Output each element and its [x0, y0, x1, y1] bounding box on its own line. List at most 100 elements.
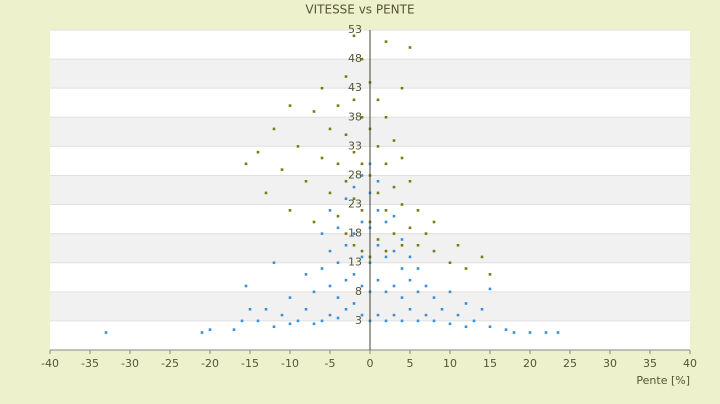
point — [416, 209, 420, 212]
point — [424, 284, 428, 288]
point — [472, 319, 476, 323]
x-tick-label: -5 — [325, 357, 336, 370]
point — [360, 255, 364, 259]
point — [352, 185, 356, 189]
point — [360, 115, 364, 119]
point — [288, 104, 292, 107]
point — [256, 319, 260, 323]
y-tick-label: 8 — [355, 285, 362, 298]
point — [488, 325, 492, 329]
point — [244, 284, 248, 288]
point — [336, 162, 340, 166]
point — [376, 238, 380, 241]
point — [392, 214, 396, 218]
point — [384, 290, 388, 294]
point — [408, 46, 412, 49]
point — [360, 284, 364, 288]
point — [360, 220, 364, 224]
point — [328, 191, 332, 195]
point — [200, 331, 204, 334]
point — [304, 273, 308, 276]
point — [352, 150, 356, 154]
point — [328, 249, 332, 253]
point — [272, 261, 276, 265]
y-tick-label: 53 — [348, 23, 362, 36]
point — [336, 261, 340, 265]
point — [328, 209, 332, 212]
point — [448, 261, 452, 265]
point — [392, 284, 396, 288]
point — [384, 249, 388, 253]
point — [320, 267, 324, 270]
point — [344, 278, 348, 282]
point — [408, 226, 412, 230]
point — [480, 255, 484, 259]
point — [456, 313, 460, 317]
x-tick-label: 5 — [407, 357, 414, 370]
point — [432, 319, 436, 323]
point — [400, 86, 404, 90]
point — [400, 238, 404, 241]
point — [360, 162, 364, 166]
point — [360, 313, 364, 317]
y-tick-label: 28 — [348, 168, 362, 181]
point — [244, 162, 248, 166]
x-tick-label: -40 — [41, 357, 59, 370]
point — [504, 328, 508, 331]
x-tick-label: -30 — [121, 357, 139, 370]
point — [360, 57, 364, 61]
point — [312, 290, 316, 294]
point — [328, 127, 332, 131]
point — [336, 214, 340, 218]
point — [296, 145, 300, 148]
point — [432, 249, 436, 253]
y-tick-label: 13 — [348, 256, 362, 269]
point — [352, 243, 356, 247]
point — [288, 322, 292, 326]
point — [376, 209, 380, 212]
y-tick-label: 3 — [355, 314, 362, 327]
point — [352, 34, 356, 38]
x-tick-label: 40 — [683, 357, 697, 370]
point — [232, 328, 236, 331]
point — [400, 243, 404, 247]
point — [272, 127, 276, 131]
point — [464, 267, 468, 270]
point — [280, 313, 284, 317]
x-tick-label: -15 — [241, 357, 259, 370]
point — [248, 307, 252, 311]
point — [336, 226, 340, 230]
y-tick-label: 33 — [348, 139, 362, 152]
point — [464, 302, 468, 305]
point — [328, 313, 332, 317]
point — [352, 273, 356, 276]
point — [384, 115, 388, 119]
point — [488, 287, 492, 291]
point — [312, 220, 316, 224]
point — [240, 319, 244, 323]
point — [360, 209, 364, 212]
point — [416, 290, 420, 294]
y-tick-label: 18 — [348, 227, 362, 240]
y-tick-label: 38 — [348, 110, 362, 123]
point — [448, 290, 452, 294]
point — [384, 209, 388, 212]
point — [272, 325, 276, 329]
point — [384, 255, 388, 259]
point — [384, 220, 388, 224]
x-tick-label: 30 — [603, 357, 617, 370]
point — [400, 296, 404, 299]
point — [408, 179, 412, 183]
point — [376, 313, 380, 317]
point — [480, 307, 484, 311]
x-tick-label: -10 — [281, 357, 299, 370]
point — [336, 296, 340, 299]
chart-title: VITESSE vs PENTE — [305, 3, 414, 17]
point — [400, 156, 404, 160]
point — [344, 243, 348, 247]
point — [304, 179, 308, 183]
point — [304, 307, 308, 311]
point — [432, 220, 436, 224]
y-tick-label: 43 — [348, 81, 362, 94]
